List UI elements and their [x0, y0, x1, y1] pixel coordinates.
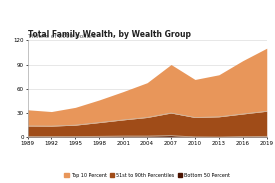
Text: Trillions of 2019 Dollars: Trillions of 2019 Dollars — [28, 34, 96, 39]
Legend: Top 10 Percent, 51st to 90th Percentiles, Bottom 50 Percent: Top 10 Percent, 51st to 90th Percentiles… — [62, 171, 232, 180]
Text: Total Family Wealth, by Wealth Group: Total Family Wealth, by Wealth Group — [28, 31, 191, 40]
